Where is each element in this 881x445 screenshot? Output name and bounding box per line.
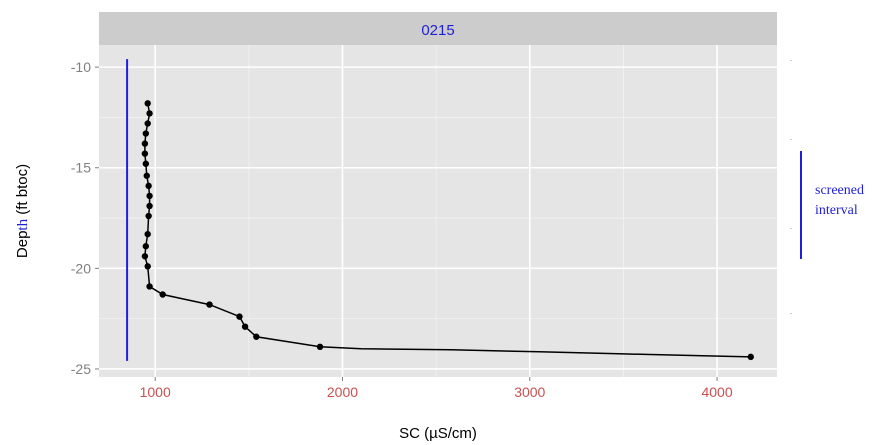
y-tick-label: -10	[71, 59, 91, 75]
data-point	[145, 212, 152, 220]
y-axis-title-part: (ft btoc)	[14, 164, 31, 219]
data-points	[141, 100, 754, 361]
x-tick-label: 1000	[140, 384, 171, 400]
x-tick-label: 4000	[701, 384, 732, 400]
panel-strip	[99, 12, 777, 45]
data-point	[141, 140, 149, 147]
data-point	[143, 172, 150, 179]
data-point	[159, 291, 166, 298]
data-point	[236, 313, 243, 320]
data-point	[241, 323, 249, 330]
data-point	[144, 263, 151, 270]
x-tick-label: 2000	[327, 384, 358, 400]
y-tick-label: -25	[71, 361, 91, 377]
x-tick-label: 3000	[514, 384, 545, 400]
data-point	[142, 130, 150, 137]
data-point	[142, 243, 150, 250]
data-point	[146, 110, 153, 117]
data-point	[141, 150, 149, 157]
data-point	[144, 230, 151, 238]
data-point	[144, 100, 151, 107]
panel-strip-label: 0215	[421, 22, 454, 39]
data-point	[141, 253, 149, 260]
plot-panel	[99, 45, 777, 377]
data-point	[145, 182, 152, 190]
y-tick-label: -20	[71, 260, 91, 276]
data-point	[144, 120, 151, 127]
minor-gridlines	[99, 45, 777, 377]
y-axis-title-part: Dep	[14, 231, 31, 259]
x-tick-marks	[154, 377, 718, 381]
data-point	[316, 343, 324, 351]
screened-interval-label: screened	[815, 183, 864, 198]
data-point	[747, 353, 754, 361]
x-axis: 1000 2000 3000 4000	[140, 384, 733, 400]
y-tick-marks	[95, 66, 99, 370]
data-point	[253, 333, 260, 340]
y-axis-title: Depth (ft btoc)	[14, 164, 31, 258]
data-point	[206, 301, 213, 308]
x-axis-title: SC (µS/cm)	[399, 425, 477, 442]
data-point	[142, 160, 150, 167]
y-axis: -10 -15 -20 -25	[71, 59, 91, 377]
data-point	[146, 202, 153, 210]
y-axis-title-part-blue: th	[15, 218, 31, 230]
major-gridlines	[99, 45, 777, 377]
data-point	[146, 192, 153, 200]
data-point	[146, 283, 153, 290]
y-tick-label: -15	[71, 160, 91, 176]
screened-interval-label: interval	[815, 203, 858, 218]
